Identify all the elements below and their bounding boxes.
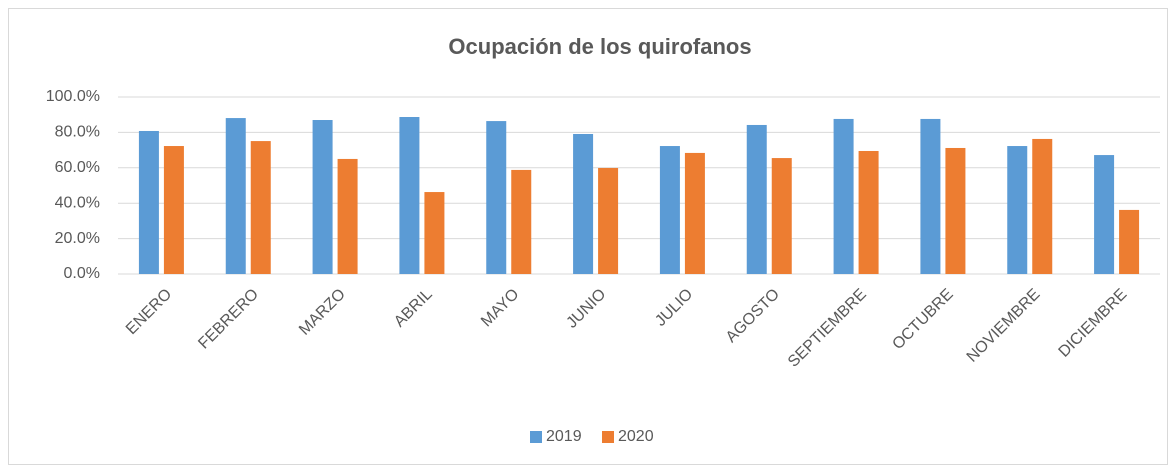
bar: [598, 167, 619, 274]
bar: [833, 118, 854, 274]
bar: [1119, 209, 1140, 274]
y-tick-label: 60.0%: [55, 159, 100, 176]
legend-swatch: [530, 431, 542, 443]
y-tick-label: 80.0%: [55, 124, 100, 141]
bar: [945, 147, 966, 274]
bar: [424, 192, 445, 274]
bar: [746, 124, 767, 274]
bar: [1094, 155, 1115, 274]
bar: [1032, 138, 1053, 274]
bar: [138, 130, 159, 274]
chart-title: Ocupación de los quirofanos: [448, 34, 751, 59]
bar: [250, 141, 271, 274]
bar: [1007, 146, 1028, 274]
bar: [771, 158, 792, 274]
bar: [486, 121, 507, 275]
legend-swatch: [602, 431, 614, 443]
bar: [399, 117, 420, 274]
bar: [573, 133, 594, 274]
bar: [858, 150, 879, 274]
bar: [684, 152, 705, 274]
bar: [337, 158, 358, 274]
bar: [163, 146, 184, 274]
y-tick-label: 0.0%: [64, 265, 100, 282]
legend-label: 2019: [546, 428, 582, 445]
bar: [225, 118, 246, 274]
bar: [511, 169, 532, 274]
y-tick-label: 40.0%: [55, 194, 100, 211]
bar: [920, 118, 941, 274]
bar: [659, 146, 680, 274]
legend-label: 2020: [618, 428, 654, 445]
bar: [312, 120, 333, 274]
y-tick-label: 100.0%: [46, 88, 100, 105]
y-tick-label: 20.0%: [55, 230, 100, 247]
